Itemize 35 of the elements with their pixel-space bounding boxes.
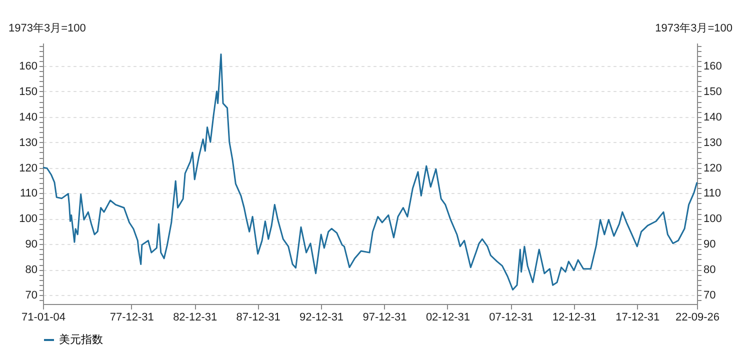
- x-tick-label: 71-01-04: [21, 312, 66, 324]
- x-tick-label: 97-12-31: [362, 312, 407, 324]
- x-tick-label: 77-12-31: [110, 312, 154, 324]
- y-tick-label: 140: [19, 111, 38, 124]
- y2-tick-label: 80: [704, 264, 716, 276]
- y2-tick-label: 150: [704, 86, 722, 98]
- y-tick-label: 90: [25, 238, 38, 251]
- y2-tick-label: 140: [704, 111, 722, 124]
- y2-tick-label: 100: [704, 213, 722, 226]
- y-tick-label: 160: [19, 60, 38, 72]
- x-tick-label: 07-12-31: [489, 312, 534, 324]
- x-tick-label: 02-12-31: [426, 312, 470, 324]
- y2-tick-label: 70: [704, 290, 716, 302]
- x-tick-label: 87-12-31: [236, 312, 280, 324]
- y-tick-label: 130: [19, 136, 38, 149]
- y2-tick-label: 90: [704, 238, 716, 251]
- legend-label: 美元指数: [59, 333, 103, 346]
- y-tick-label: 120: [19, 162, 38, 174]
- x-tick-label: 92-12-31: [300, 312, 344, 324]
- y2-axis-title: 1973年3月=100: [655, 22, 732, 34]
- x-tick-label: 17-12-31: [616, 312, 660, 324]
- x-tick-label: 12-12-31: [552, 312, 596, 324]
- y-tick-label: 110: [20, 188, 38, 200]
- x-tick-label: 22-09-26: [675, 312, 720, 324]
- y2-tick-label: 110: [704, 188, 722, 200]
- y2-tick-label: 130: [704, 136, 722, 149]
- y-axis-title: 1973年3月=100: [8, 22, 86, 34]
- y-tick-label: 150: [19, 86, 38, 98]
- y-tick-label: 100: [19, 213, 38, 226]
- y2-tick-label: 120: [704, 162, 722, 174]
- x-tick-label: 82-12-31: [173, 312, 218, 324]
- y2-tick-label: 160: [704, 60, 722, 72]
- y-tick-label: 80: [25, 264, 38, 276]
- y-tick-label: 70: [25, 290, 38, 302]
- line-series: [42, 53, 698, 290]
